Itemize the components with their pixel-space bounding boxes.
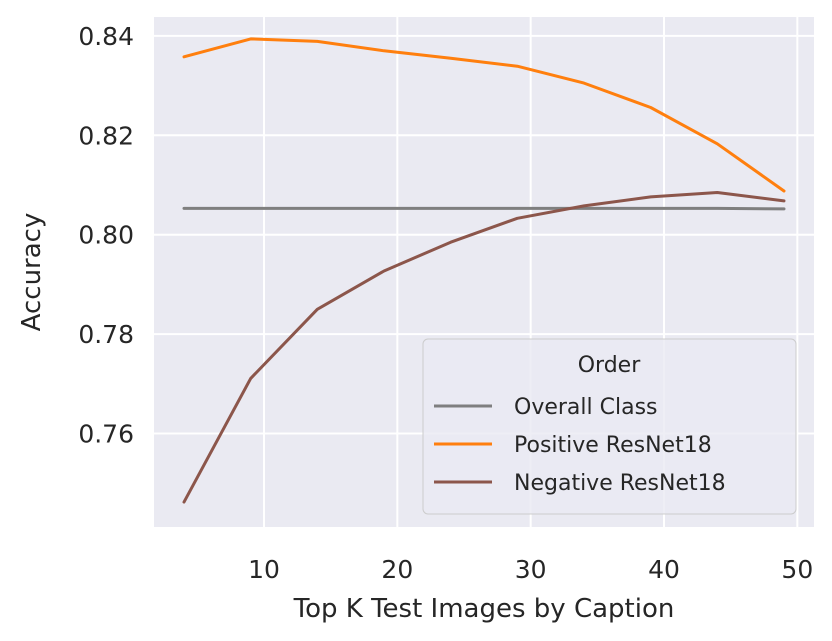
x-tick-label: 30	[515, 555, 547, 584]
x-axis-label: Top K Test Images by Caption	[293, 594, 675, 624]
series-line-negative-resnet18	[182, 191, 786, 504]
x-tick-label: 40	[648, 555, 680, 584]
y-tick-label: 0.82	[78, 121, 134, 150]
y-tick-label: 0.80	[78, 221, 134, 250]
y-tick-label: 0.76	[78, 420, 134, 449]
series-layer	[182, 37, 786, 504]
x-tick-label: 50	[781, 555, 813, 584]
x-tick-label: 10	[248, 555, 280, 584]
y-tick-labels: 0.76 0.78 0.80 0.82 0.84	[78, 22, 134, 449]
series-line-positive-resnet18	[182, 37, 786, 193]
legend-label-positive-resnet18: Positive ResNet18	[514, 433, 712, 458]
y-axis-label: Accuracy	[17, 213, 47, 332]
legend-items: Overall Class Positive ResNet18 Negative R…	[434, 395, 726, 496]
y-tick-label: 0.78	[78, 320, 134, 349]
x-tick-labels: 10 20 30 40 50	[248, 555, 813, 584]
legend-box	[422, 338, 797, 515]
legend-label-negative-resnet18: Negative ResNet18	[514, 471, 726, 496]
x-tick-label: 20	[381, 555, 413, 584]
y-tick-label: 0.84	[78, 22, 134, 51]
series-line-overall-class	[182, 206, 786, 211]
legend: Order Overall Class Positive ResNet18 Nega…	[422, 338, 797, 515]
legend-label-overall-class: Overall Class	[514, 395, 658, 420]
legend-title: Order	[578, 353, 641, 378]
